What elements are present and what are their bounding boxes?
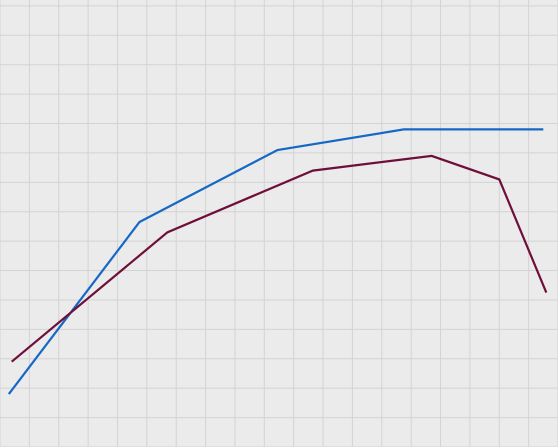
series-line-1 [7, 128, 544, 395]
series-group [7, 128, 548, 395]
series-line-2 [10, 154, 548, 363]
